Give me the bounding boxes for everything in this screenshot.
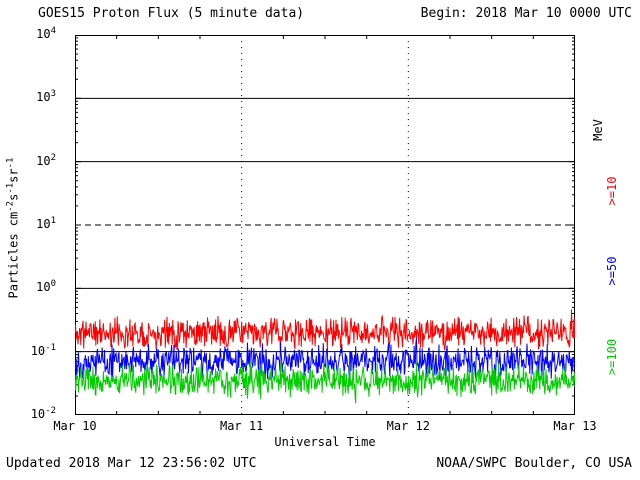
- right-axis-label-MeV: MeV: [591, 119, 605, 141]
- right-axis-label-10: >=10: [605, 176, 619, 206]
- series--100-mev: [75, 361, 575, 404]
- y-tick-label: 10-1: [30, 342, 56, 358]
- plot-area: [75, 35, 575, 415]
- data-series: [75, 309, 575, 404]
- x-tick-label: Mar 13: [553, 419, 597, 433]
- series--50-mev: [75, 337, 575, 380]
- right-axis-label-50: >=50: [605, 256, 619, 286]
- y-tick-label: 10-2: [30, 406, 56, 421]
- right-axis-label-100: >=100: [605, 338, 619, 376]
- x-axis-label: Universal Time: [274, 435, 376, 449]
- y-tick-label: 102: [36, 152, 56, 168]
- x-tick-label: Mar 10: [53, 419, 97, 433]
- y-tick-label: 104: [36, 26, 56, 41]
- x-tick-label: Mar 12: [386, 419, 430, 433]
- series--10-mev: [75, 309, 575, 351]
- source-attribution: NOAA/SWPC Boulder, CO USA: [436, 456, 632, 471]
- plot-svg: [75, 35, 575, 415]
- chart-title: GOES15 Proton Flux (5 minute data): [38, 6, 305, 21]
- begin-time-label: Begin: 2018 Mar 10 0000 UTC: [420, 6, 632, 21]
- y-tick-label: 103: [36, 89, 56, 105]
- updated-timestamp: Updated 2018 Mar 12 23:56:02 UTC: [6, 456, 257, 471]
- x-tick-label: Mar 11: [219, 419, 264, 433]
- y-tick-label: 100: [36, 279, 56, 295]
- y-tick-label: 101: [36, 216, 56, 231]
